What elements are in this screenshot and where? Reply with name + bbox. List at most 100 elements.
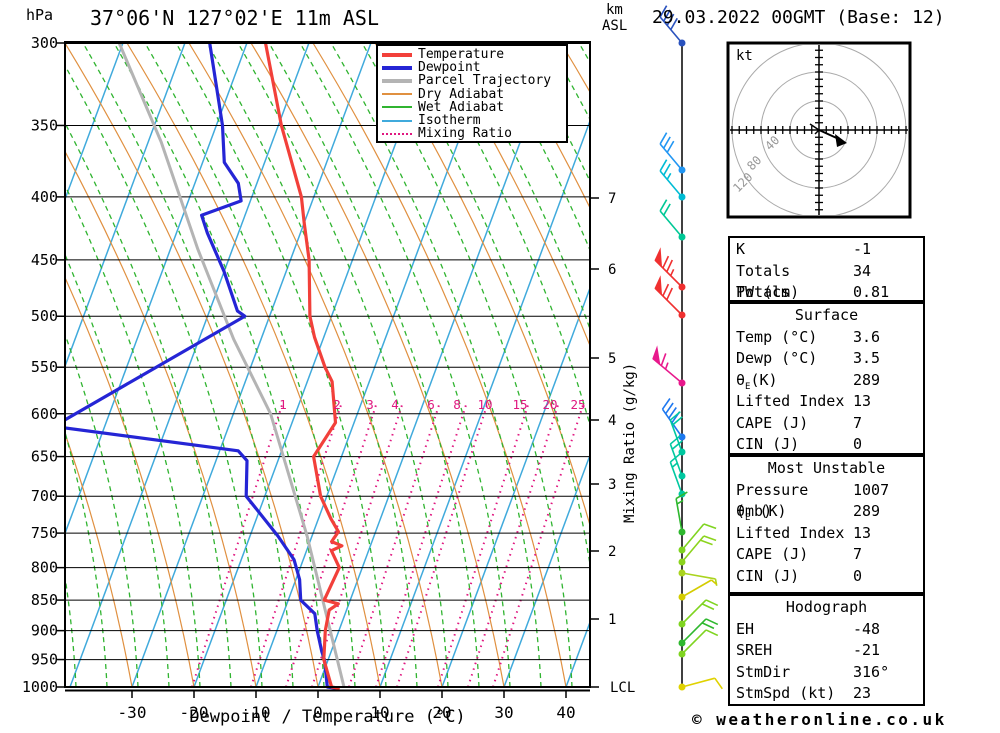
index-value: 289 [853,370,881,389]
wind-level-dot [678,311,686,319]
wind-barb [678,618,719,647]
mixing-ratio-value-label: 6 [427,397,435,412]
isotherm-line [379,117,591,688]
wind-level-dot [678,283,686,291]
mixing-ratio-value-label: 15 [512,397,527,412]
wind-level-dot [678,620,686,628]
index-row: EH -48 [736,619,917,641]
mixing-ratio-line [492,404,584,688]
index-value: 289 [853,502,881,520]
isotherm-line [64,42,248,537]
index-value: 316° [853,662,890,681]
index-row: θE (K) 289 [736,501,917,523]
pressure-tick-label: 700 [31,487,58,505]
wind-level-dot [678,558,686,566]
wind-barb [675,491,688,536]
index-value: 3.6 [853,327,881,346]
legend: Temperature Dewpoint Parcel Trajectory Dry … [376,44,568,144]
wind-barb [654,247,686,291]
index-row: θE(K) 289 [736,370,917,392]
index-row: K -1 [736,239,917,261]
temperature-tick-label: -30 [118,703,147,722]
wind-level-dot [678,379,686,387]
wind-barb [678,569,718,586]
legend-label: Mixing Ratio [418,126,512,142]
index-value: 34 [853,261,872,280]
mixing-ratio-value-label: 2 [333,397,341,412]
wind-level-dot [678,528,686,536]
index-row: StmDir 316° [736,662,917,684]
legend-label: Dry Adiabat [418,86,505,102]
mixing-ratio-value-label: 1 [279,397,287,412]
pressure-tick-label: 550 [31,358,58,376]
dry-adiabat-line [126,42,381,688]
wind-level-dot [678,166,686,174]
wind-level-dot [678,193,686,201]
panel-header: Surface [794,306,859,324]
index-label: CIN (J) [736,566,800,585]
run-datetime-title: 29.03.2022 00GMT (Base: 12) [652,7,945,28]
legend-item: Temperature [382,48,566,61]
wind-barb [669,435,686,480]
wind-barb [659,159,686,201]
isotherm-line [64,42,124,203]
mixing-ratio-line [348,404,440,688]
index-label: Temp (°C) [736,327,818,346]
storm-motion-arrow-head [835,134,847,147]
wind-barb [678,523,717,554]
isotherm-line [255,42,496,688]
profile-lines [64,42,346,691]
pressure-tick-label: 500 [31,307,58,325]
legend-label: Isotherm [418,113,481,129]
wind-level-dot [678,569,686,577]
index-label: θE (K) [736,502,787,523]
temperature-tick-label: 10 [370,703,389,722]
mixing-ratio-line [396,404,488,688]
index-value: 7 [853,413,863,432]
index-row: CIN (J) 0 [736,566,917,588]
panel-header: Hodograph [785,598,868,616]
wind-barb [678,535,717,566]
index-label: Totals Totals [736,261,791,302]
page-title: 37°06'N 127°02'E 11m ASL [90,6,379,30]
dry-adiabat-line [250,42,505,688]
index-value: 23 [853,684,872,702]
pressure-tick-label: 850 [31,591,58,609]
pressure-tick-label: 800 [31,559,58,577]
index-label: Dewp (°C) [736,349,818,367]
mixing-ratio-value-label: 10 [477,397,492,412]
dry-adiabat-line [312,42,567,688]
wind-barb [659,199,686,241]
wind-barb [659,5,686,47]
km-tick-label: 3 [608,477,616,493]
altitude-axis-unit-km: km [606,2,623,18]
wind-level-dot [678,39,686,47]
mixing-ratio-value-label: 8 [453,397,461,412]
isotherm-line [131,42,372,688]
legend-item: Parcel Trajectory [382,74,566,87]
wind-barb [659,132,686,174]
legend-label: Wet Adiabat [418,99,505,115]
index-row: StmSpd (kt) 23 [736,683,917,705]
index-label: Lifted Index [736,392,845,410]
index-row: CIN (J) 0 [736,434,917,456]
index-row: Temp (°C) 3.6 [736,327,917,349]
isotherm-line [317,42,558,688]
isotherm-line [193,42,434,688]
wind-level-dot [678,683,686,691]
index-label: StmDir [736,662,791,681]
wind-barb [652,345,686,387]
wind-level-dot [678,546,686,554]
lcl-label: LCL [610,680,636,696]
background-lines [64,42,591,688]
legend-item: Isotherm [382,114,566,127]
hodograph-unit-label: kt [736,48,753,64]
index-label: CAPE (J) [736,413,809,432]
index-value: 7 [853,545,863,563]
index-value: 1007 [853,480,890,499]
index-label: θE(K) [736,370,778,392]
temperature-tick-label: 20 [432,703,451,722]
index-value: 3.5 [853,349,881,367]
index-label: Lifted Index [736,523,845,542]
pressure-tick-label: 600 [31,405,58,423]
